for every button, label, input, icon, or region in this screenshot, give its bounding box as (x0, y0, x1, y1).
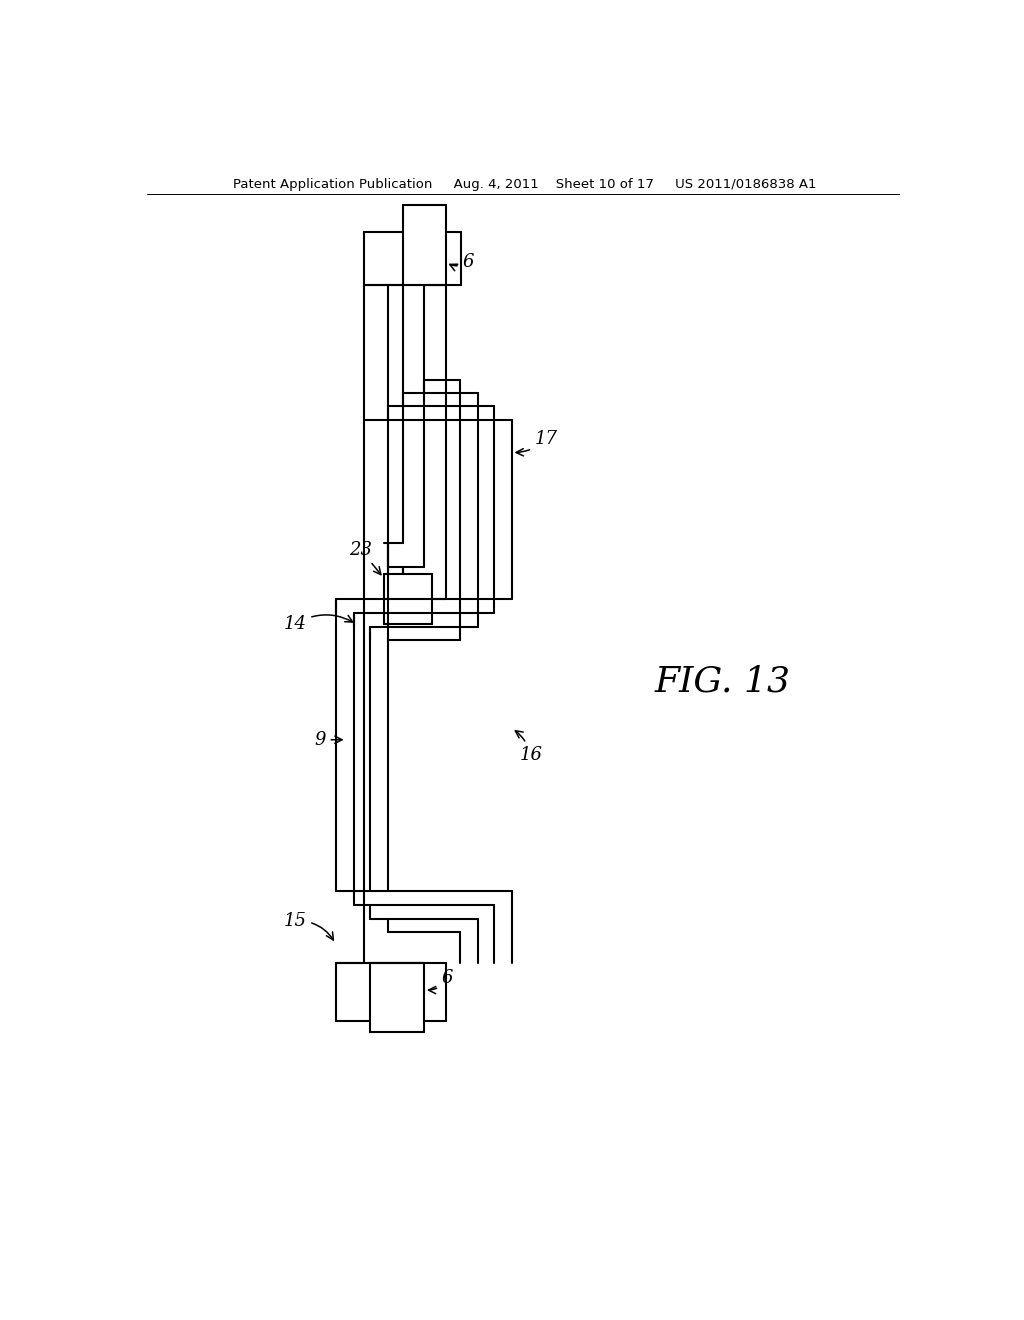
Bar (365, 231, 461, 285)
Text: Patent Application Publication     Aug. 4, 2011    Sheet 10 of 17     US 2011/01: Patent Application Publication Aug. 4, 2… (233, 178, 816, 190)
Text: FIG. 13: FIG. 13 (655, 665, 791, 700)
Text: 6: 6 (450, 253, 474, 272)
Text: 6: 6 (428, 969, 454, 994)
Bar (403, 205, 445, 285)
Bar (336, 964, 445, 1020)
Text: 15: 15 (284, 912, 334, 940)
Bar (384, 574, 432, 624)
Text: 23: 23 (349, 541, 381, 574)
Text: 16: 16 (515, 731, 543, 764)
Text: 9: 9 (314, 731, 342, 748)
Bar (370, 964, 424, 1032)
Text: 17: 17 (516, 430, 558, 455)
Text: 14: 14 (284, 615, 352, 634)
